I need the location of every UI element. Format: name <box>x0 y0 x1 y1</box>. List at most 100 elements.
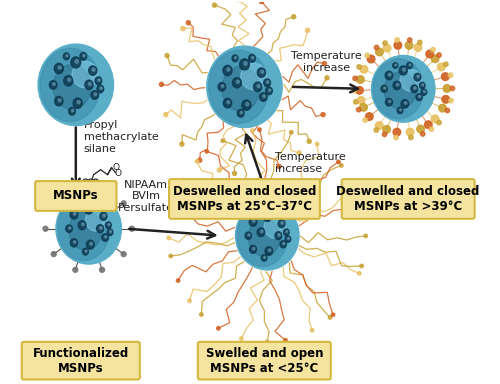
Ellipse shape <box>263 212 272 222</box>
Circle shape <box>52 252 56 257</box>
Circle shape <box>360 264 364 268</box>
Ellipse shape <box>288 237 290 240</box>
Circle shape <box>160 82 164 86</box>
Ellipse shape <box>52 83 56 86</box>
Circle shape <box>336 160 340 164</box>
Ellipse shape <box>396 83 399 86</box>
Ellipse shape <box>259 210 260 212</box>
Circle shape <box>420 132 425 136</box>
Circle shape <box>250 129 254 132</box>
Ellipse shape <box>264 256 266 258</box>
Circle shape <box>449 98 453 103</box>
Ellipse shape <box>71 57 81 68</box>
Ellipse shape <box>95 77 102 84</box>
Ellipse shape <box>252 247 255 250</box>
Ellipse shape <box>238 109 244 117</box>
Circle shape <box>445 108 450 113</box>
Circle shape <box>43 226 48 231</box>
Ellipse shape <box>72 61 99 88</box>
Ellipse shape <box>252 56 254 59</box>
Circle shape <box>383 126 390 133</box>
Circle shape <box>366 113 373 121</box>
Ellipse shape <box>254 82 262 91</box>
Circle shape <box>368 55 375 63</box>
Ellipse shape <box>232 55 238 62</box>
Ellipse shape <box>85 80 93 89</box>
Ellipse shape <box>74 241 76 243</box>
Ellipse shape <box>266 81 269 83</box>
Ellipse shape <box>278 233 280 236</box>
Ellipse shape <box>240 63 267 90</box>
Ellipse shape <box>86 209 108 232</box>
Ellipse shape <box>252 220 255 223</box>
Circle shape <box>437 53 441 57</box>
Text: NIPAAm
BVIm
Persulfate: NIPAAm BVIm Persulfate <box>118 180 174 213</box>
Ellipse shape <box>248 218 280 256</box>
Circle shape <box>205 150 208 153</box>
Ellipse shape <box>108 223 110 226</box>
Circle shape <box>382 132 387 137</box>
Ellipse shape <box>86 240 94 249</box>
Ellipse shape <box>266 214 270 217</box>
Circle shape <box>169 254 172 258</box>
Ellipse shape <box>227 68 230 71</box>
Circle shape <box>448 73 452 77</box>
Circle shape <box>284 339 288 342</box>
Ellipse shape <box>392 63 398 68</box>
Circle shape <box>376 48 384 56</box>
Circle shape <box>431 48 435 52</box>
Text: Deswelled and closed
MSNPs at 25°C–37°C: Deswelled and closed MSNPs at 25°C–37°C <box>173 185 316 213</box>
Circle shape <box>365 53 370 58</box>
FancyBboxPatch shape <box>169 179 320 219</box>
Ellipse shape <box>100 87 102 89</box>
Ellipse shape <box>282 242 285 245</box>
Ellipse shape <box>85 250 87 252</box>
Ellipse shape <box>227 101 230 104</box>
Ellipse shape <box>417 75 420 78</box>
Circle shape <box>198 158 202 162</box>
Circle shape <box>360 66 368 73</box>
Ellipse shape <box>207 46 282 127</box>
Circle shape <box>444 62 448 66</box>
Ellipse shape <box>411 85 418 93</box>
Circle shape <box>292 15 296 19</box>
Ellipse shape <box>286 230 288 233</box>
Circle shape <box>306 28 310 32</box>
Ellipse shape <box>240 111 242 114</box>
Ellipse shape <box>421 89 426 95</box>
Circle shape <box>442 73 449 81</box>
Circle shape <box>429 127 434 131</box>
Ellipse shape <box>268 249 271 252</box>
Ellipse shape <box>245 232 252 239</box>
Ellipse shape <box>77 101 80 104</box>
Ellipse shape <box>400 109 402 111</box>
Ellipse shape <box>83 54 85 57</box>
Circle shape <box>195 160 198 163</box>
Circle shape <box>358 199 362 203</box>
Ellipse shape <box>90 242 92 245</box>
Circle shape <box>218 168 222 172</box>
Ellipse shape <box>388 100 391 103</box>
Ellipse shape <box>397 108 403 114</box>
Ellipse shape <box>395 64 396 66</box>
Circle shape <box>394 41 402 49</box>
Circle shape <box>165 53 169 58</box>
Ellipse shape <box>420 82 425 89</box>
Circle shape <box>353 76 358 81</box>
Ellipse shape <box>58 99 61 102</box>
Ellipse shape <box>273 210 275 212</box>
Circle shape <box>290 131 293 134</box>
Circle shape <box>438 104 446 112</box>
Ellipse shape <box>88 83 92 86</box>
Text: Swelled and open
MSNPs at <25°C: Swelled and open MSNPs at <25°C <box>206 347 323 375</box>
Ellipse shape <box>56 194 122 264</box>
Ellipse shape <box>69 211 102 250</box>
Text: Functionalized
MSNPs: Functionalized MSNPs <box>32 347 129 375</box>
Circle shape <box>414 44 422 51</box>
Ellipse shape <box>285 236 291 242</box>
Circle shape <box>364 234 368 238</box>
Ellipse shape <box>78 201 83 207</box>
Ellipse shape <box>104 236 107 238</box>
Circle shape <box>374 45 378 50</box>
Text: Deswelled and closed
MSNPs at >39°C: Deswelled and closed MSNPs at >39°C <box>336 185 480 213</box>
